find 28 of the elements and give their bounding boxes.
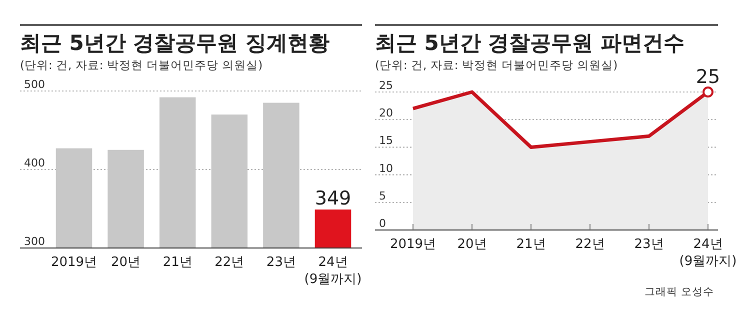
y-tick-label: 5 (379, 189, 386, 202)
x-tick-label: 20년 (457, 237, 487, 252)
y-tick-label: 20 (379, 106, 393, 120)
x-tick-label: 20년 (111, 255, 141, 270)
x-tick-label: 2019년 (50, 255, 98, 270)
x-tick-label: 24년 (9월까지) (304, 255, 362, 287)
x-tick-label: 2019년 (390, 237, 436, 252)
x-tick-label: 21년 (162, 255, 192, 270)
y-tick-label: 300 (24, 235, 45, 248)
x-tick-label: 22년 (575, 237, 605, 252)
data-label: 349 (314, 188, 352, 210)
annotation: 25 (696, 66, 720, 88)
y-tick-label: 25 (379, 79, 393, 92)
chart-subtitle: (단위: 건, 자료: 박정현 더불어민주당 의원실) (375, 58, 618, 72)
x-tick-label: 24년 (9월까지) (679, 237, 737, 269)
x-tick-label: 21년 (516, 237, 546, 252)
x-tick-label: 23년 (266, 255, 296, 270)
y-tick-label: 400 (24, 156, 45, 170)
y-tick-label: 10 (379, 162, 393, 175)
y-tick-label: 0 (379, 217, 386, 230)
chart-subtitle: (단위: 건, 자료: 박정현 더불어민주당 의원실) (20, 58, 263, 72)
chart-title: 최근 5년간 경찰공무원 징계현황 (20, 31, 330, 55)
x-tick-label: 22년 (214, 255, 244, 270)
chart-title: 최근 5년간 경찰공무원 파면건수 (375, 31, 685, 55)
y-tick-label: 500 (24, 78, 45, 91)
x-tick-label: 23년 (634, 237, 664, 252)
y-tick-label: 15 (379, 134, 393, 148)
text: 그래픽 오성수 (644, 286, 714, 298)
